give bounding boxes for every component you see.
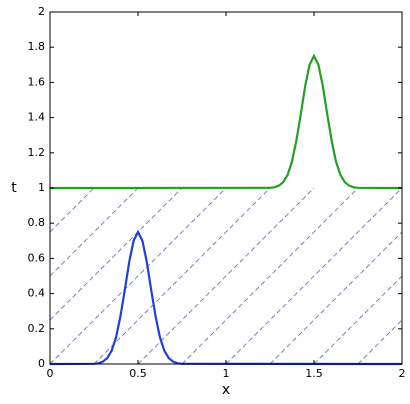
line [181,187,359,365]
y-tick-label: 1.8 [28,40,46,53]
y-tick-label: 1.2 [28,146,46,159]
line [49,187,227,365]
line [137,187,315,365]
line [225,187,403,365]
line [49,187,183,321]
y-tick-label: 1.4 [28,111,46,124]
x-tick-label: 1.5 [305,367,323,380]
line [269,231,403,365]
line [49,53,403,190]
x-axis-label: x [222,382,230,398]
y-tick-label: 0 [38,357,45,370]
y-tick-label: 2 [38,5,45,18]
x-tick-label: 1 [223,367,230,380]
y-axis-label: t [11,180,17,196]
x-tick-label: 0 [47,367,54,380]
y-tick-label: 0.8 [28,216,46,229]
y-tick-label: 0.2 [28,322,46,335]
y-tick-label: 1.6 [28,75,46,88]
line [357,319,403,365]
line [93,187,271,365]
line [49,187,95,233]
line [49,187,139,277]
x-tick-label: 0.5 [129,367,147,380]
x-tick-label: 2 [399,367,406,380]
y-tick-label: 0.4 [28,287,46,300]
y-tick-label: 1 [38,181,45,194]
line [313,275,403,365]
y-tick-label: 0.6 [28,251,46,264]
line [49,229,403,366]
